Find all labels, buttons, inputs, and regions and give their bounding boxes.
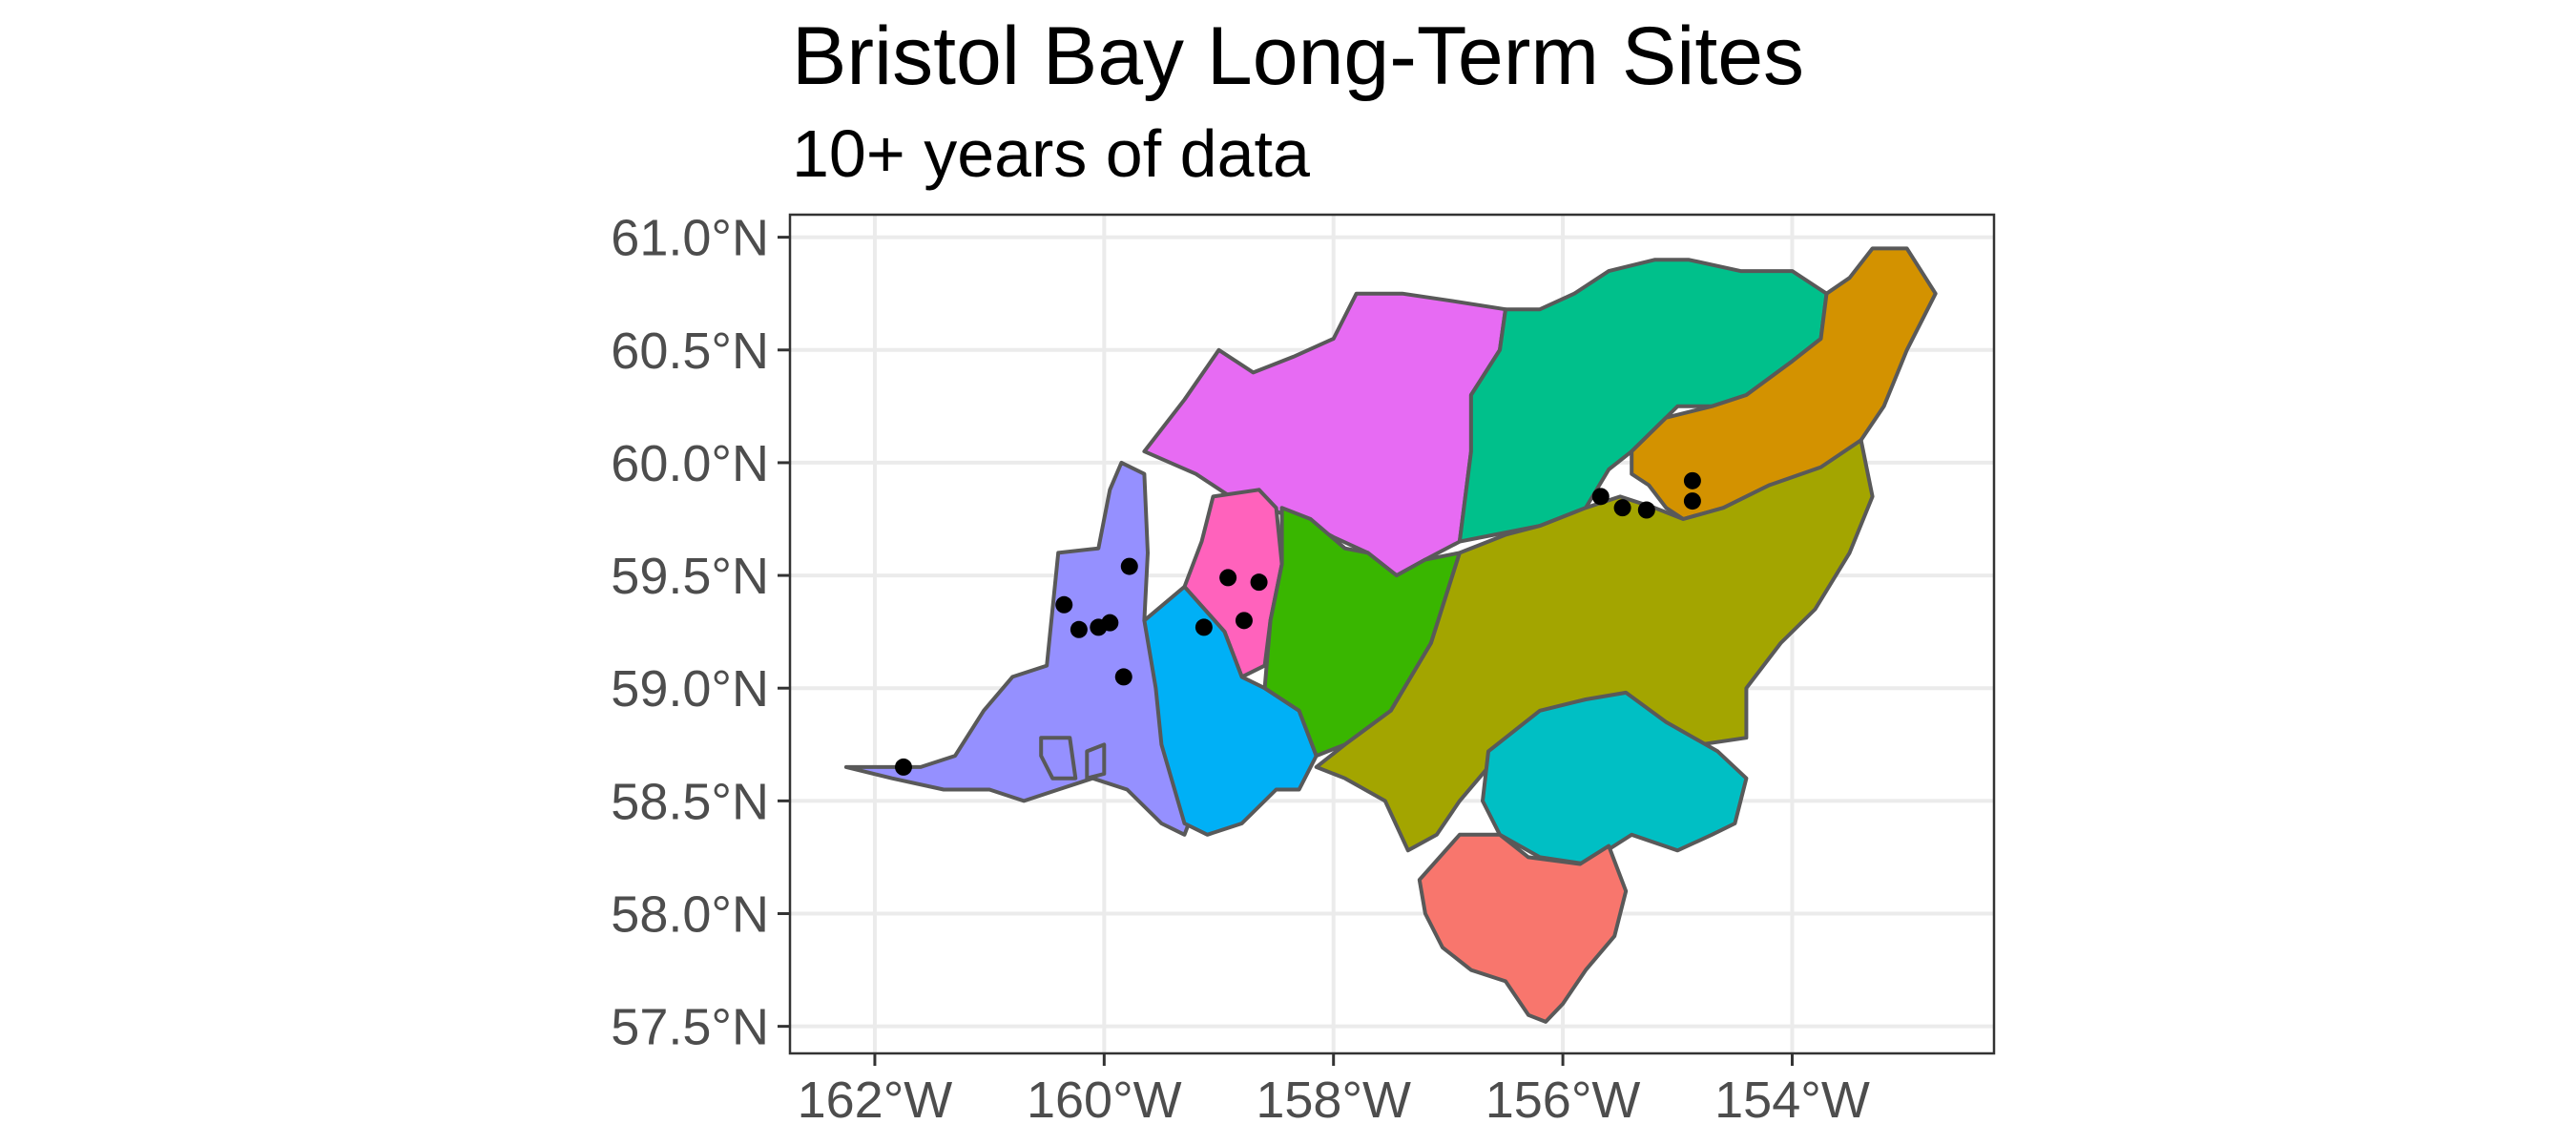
watershed-region-10 (1314, 438, 1875, 853)
site-point-7 (1114, 668, 1132, 686)
watershed-region-3 (1039, 736, 1078, 781)
axis-ticks: 162°W 160°W 158°W 156°W 154°W 61.0°N 60.5°N 60.… (611, 210, 1870, 1129)
y-tick-label: 59.5°N (611, 548, 769, 605)
site-point-6 (1120, 557, 1138, 575)
watershed-region-11 (1481, 690, 1749, 866)
watershed-region-2 (1085, 742, 1107, 781)
y-tick-label: 60.0°N (611, 435, 769, 492)
site-point-5 (1101, 614, 1119, 632)
site-point-2 (1055, 595, 1073, 614)
y-tick-label: 61.0°N (611, 210, 769, 267)
panel-border (788, 213, 1996, 1055)
y-tick-label: 60.5°N (611, 323, 769, 380)
x-tick-label: 156°W (1485, 1072, 1641, 1129)
x-tick-label: 162°W (798, 1072, 953, 1129)
site-point-8 (1195, 618, 1213, 636)
site-point-9 (1219, 569, 1237, 587)
x-tick-label: 158°W (1256, 1072, 1411, 1129)
y-tick-label: 59.0°N (611, 660, 769, 718)
site-point-1 (894, 758, 912, 776)
x-tick-label: 154°W (1714, 1072, 1870, 1129)
site-point-14 (1637, 501, 1655, 519)
watershed-region-8 (1142, 584, 1319, 837)
site-point-3 (1070, 620, 1088, 638)
watershed-regions (843, 246, 1938, 1024)
map-title: Bristol Bay Long-Term Sites (792, 10, 1804, 102)
x-tick-label: 160°W (1027, 1072, 1182, 1129)
y-tick-label: 57.5°N (611, 999, 769, 1056)
site-point-16 (1683, 492, 1701, 510)
site-point-13 (1613, 499, 1631, 517)
watershed-region-6 (1630, 246, 1938, 521)
watershed-region-12 (1417, 832, 1629, 1024)
y-tick-label: 58.0°N (611, 886, 769, 944)
map-subtitle: 10+ years of data (792, 116, 1310, 191)
site-point-12 (1591, 488, 1610, 506)
y-tick-label: 58.5°N (611, 773, 769, 830)
site-point-15 (1683, 471, 1701, 489)
long-term-sites (894, 471, 1701, 776)
site-point-10 (1250, 573, 1268, 592)
site-point-11 (1235, 612, 1253, 630)
